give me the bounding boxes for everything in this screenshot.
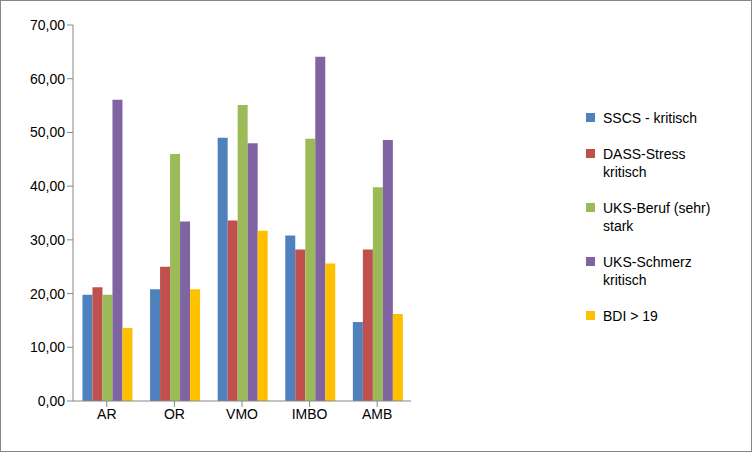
svg-text:70,00: 70,00 (30, 17, 65, 33)
html-text:BDI > 19: BDI > 19 (603, 308, 658, 324)
svg-text:40,00: 40,00 (30, 178, 65, 194)
html-text:UKS-Beruf (sehr) stark: UKS-Beruf (sehr) stark (603, 200, 711, 234)
svg-text:30,00: 30,00 (30, 232, 65, 248)
svg-text:IMBO: IMBO (292, 406, 328, 422)
html-text:DASS-Stress kritisch: DASS-Stress kritisch (603, 146, 686, 180)
html-text:SSCS - kritisch: SSCS - kritisch (603, 110, 698, 126)
svg-text:50,00: 50,00 (30, 124, 65, 140)
svg-text:VMO: VMO (226, 406, 258, 422)
svg-text:AMB: AMB (362, 406, 392, 422)
svg-text:60,00: 60,00 (30, 71, 65, 87)
svg-text:OR: OR (164, 406, 185, 422)
svg-text:20,00: 20,00 (30, 286, 65, 302)
svg-text:0,00: 0,00 (38, 393, 65, 409)
html-text:UKS-Schmerz kritisch: UKS-Schmerz kritisch (603, 254, 692, 288)
svg-text:10,00: 10,00 (30, 339, 65, 355)
svg-text:AR: AR (97, 406, 116, 422)
